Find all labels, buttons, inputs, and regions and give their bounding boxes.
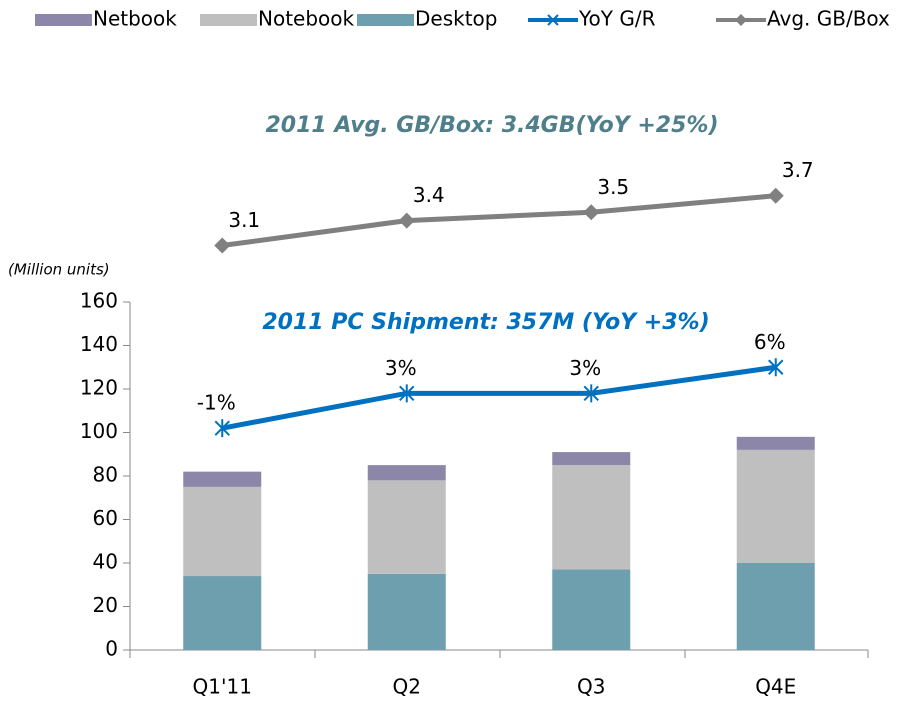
data-label: 3.4 <box>413 183 445 207</box>
marker <box>214 237 231 254</box>
bar-segment <box>736 449 815 563</box>
x-tick-label: Q4E <box>755 675 796 699</box>
y-tick-label: 40 <box>93 550 118 574</box>
marker <box>398 212 415 229</box>
bar-segment <box>183 471 262 487</box>
data-label: 3% <box>385 356 417 380</box>
legend-marker <box>547 14 559 26</box>
marker <box>768 358 784 377</box>
bar-segment <box>736 563 815 650</box>
bar-segment <box>367 573 446 650</box>
data-label: -1% <box>197 391 236 415</box>
bar-segment <box>183 486 262 577</box>
legend-swatch <box>357 14 414 26</box>
y-axis-label: (Million units) <box>8 261 110 279</box>
line <box>221 193 776 249</box>
data-label: 3.5 <box>597 175 629 199</box>
shipment-title: 2011 PC Shipment: 357M (YoY +3%) <box>262 310 709 335</box>
x-tick-label: Q2 <box>393 675 421 699</box>
data-label: 3% <box>569 356 601 380</box>
gb-title: 2011 Avg. GB/Box: 3.4GB(YoY +25%) <box>265 113 718 138</box>
legend-swatch <box>35 14 92 26</box>
marker <box>583 204 600 221</box>
y-tick-label: 100 <box>80 419 118 443</box>
data-label: 6% <box>754 330 786 354</box>
marker <box>214 419 230 438</box>
legend-label: Netbook <box>93 7 177 31</box>
x-tick-label: Q1'11 <box>193 675 252 699</box>
bar-segment <box>552 452 631 466</box>
data-label: 3.1 <box>228 208 260 232</box>
legend-marker <box>735 14 747 26</box>
bar-segment <box>183 576 262 650</box>
legend-label: YoY G/R <box>578 7 656 31</box>
legend-swatch <box>200 14 257 26</box>
marker <box>583 384 599 403</box>
bar-segment <box>552 569 631 650</box>
bar-segment <box>552 465 631 570</box>
bar-segment <box>736 436 815 450</box>
line <box>221 364 777 431</box>
legend-label: Notebook <box>258 7 355 31</box>
data-label: 3.7 <box>782 158 814 182</box>
y-tick-label: 120 <box>80 376 118 400</box>
y-tick-label: 160 <box>80 289 118 313</box>
y-tick-label: 20 <box>93 593 118 617</box>
bar-segment <box>367 480 446 574</box>
marker <box>767 187 784 204</box>
bar-segment <box>367 465 446 481</box>
y-tick-label: 80 <box>93 463 118 487</box>
legend-label: Avg. GB/Box <box>767 7 890 31</box>
y-tick-label: 0 <box>105 637 118 661</box>
y-tick-label: 60 <box>93 506 118 530</box>
y-tick-label: 140 <box>80 332 118 356</box>
marker <box>399 384 415 403</box>
x-tick-label: Q3 <box>577 675 605 699</box>
legend-label: Desktop <box>415 7 497 31</box>
x-ticks <box>129 650 869 658</box>
